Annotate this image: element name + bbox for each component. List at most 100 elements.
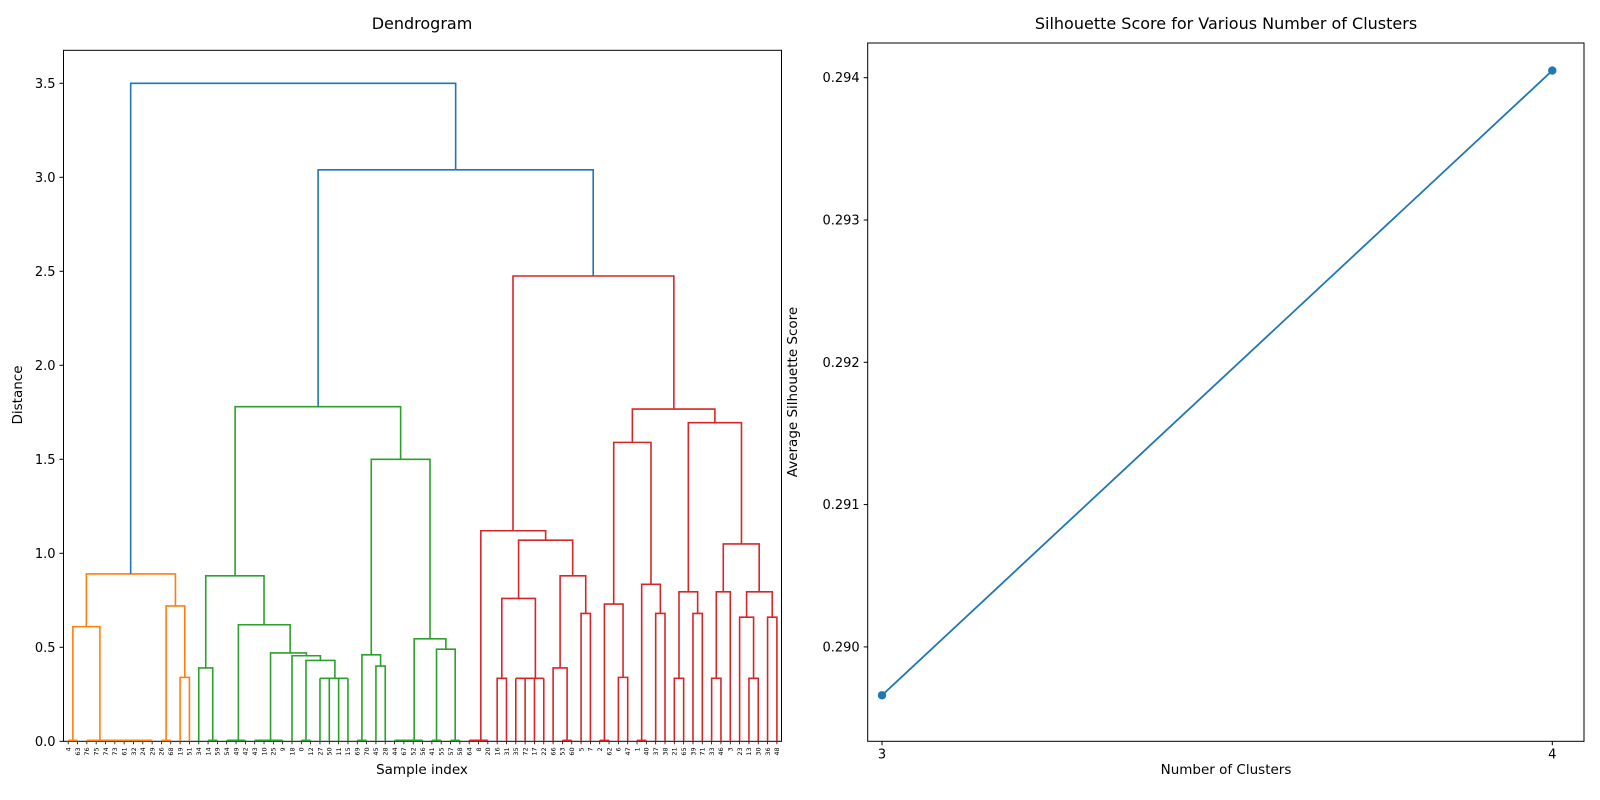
dendrogram-link (234, 405, 402, 576)
leaf-label: 53 (559, 747, 567, 755)
dendrogram-link (687, 421, 743, 592)
leaf-label: 39 (689, 747, 697, 755)
dendrogram-link (710, 677, 722, 742)
dendrogram-link (552, 667, 568, 742)
leaf-label: 50 (326, 747, 334, 755)
leaf-label: 0 (298, 747, 306, 751)
leaf-label: 75 (92, 747, 100, 755)
leaf-label: 30 (755, 747, 763, 755)
leaf-label: 6 (615, 747, 623, 751)
y-tick-label: 1.0 (35, 547, 56, 562)
leaf-label: 41 (428, 747, 436, 755)
y-tick-label: 2.0 (35, 359, 56, 374)
dendrogram-link (413, 638, 447, 741)
dendrogram-link (269, 652, 308, 741)
leaf-label: 54 (223, 747, 231, 755)
leaf-label: 55 (438, 747, 446, 755)
dendrogram-link (496, 677, 508, 742)
leaf-label: 37 (652, 747, 660, 755)
leaf-label: 23 (736, 747, 744, 755)
dendrogram-link (678, 591, 699, 679)
leaf-label: 70 (363, 747, 371, 755)
dendrogram-link (129, 82, 457, 574)
leaf-label: 61 (120, 747, 128, 755)
dendrogram-xlabel: Sample index (376, 762, 468, 778)
leaf-label: 44 (391, 747, 399, 755)
leaf-label: 14 (204, 747, 212, 755)
leaf-label: 45 (372, 747, 380, 755)
y-tick-label: 0.293 (822, 214, 859, 229)
leaf-label: 19 (176, 747, 184, 755)
dendrogram-link (673, 677, 685, 742)
leaf-label: 56 (419, 747, 427, 755)
x-tick-label: 4 (1548, 747, 1556, 762)
dendrogram-link (745, 591, 774, 618)
dendrogram-link (640, 583, 662, 741)
leaf-label: 5 (577, 747, 585, 751)
dendrogram-link (766, 616, 778, 742)
dendrogram-link (165, 605, 186, 741)
leaf-label: 68 (167, 747, 175, 755)
y-tick-label: 2.5 (35, 265, 56, 280)
leaf-label: 18 (288, 747, 296, 755)
dendrogram-link (204, 575, 265, 668)
dendrogram-link (692, 612, 704, 742)
dendrogram-link (501, 597, 537, 679)
leaf-label: 49 (232, 747, 240, 755)
dendrogram-link (291, 654, 322, 742)
leaf-label: 3 (727, 747, 735, 751)
leaf-label: 40 (643, 747, 651, 755)
y-tick-label: 0.292 (822, 356, 859, 371)
leaf-label: 17 (531, 747, 539, 755)
dendrogram-link (631, 408, 716, 443)
dendrogram-link (361, 654, 382, 741)
y-tick-label: 3.5 (35, 77, 56, 92)
leaf-label: 9 (279, 747, 287, 751)
leaf-label: 63 (74, 747, 82, 755)
leaf-label: 43 (251, 747, 259, 755)
leaf-label: 36 (764, 747, 772, 755)
leaf-label: 59 (214, 747, 222, 755)
y-tick-label: 0.0 (35, 735, 56, 750)
silhouette-title: Silhouette Score for Various Number of C… (1034, 14, 1418, 33)
leaf-label: 10 (260, 747, 268, 755)
y-tick-label: 0.294 (822, 71, 859, 86)
dendrogram-link (317, 168, 594, 407)
leaf-label: 42 (242, 747, 250, 755)
leaf-label: 65 (680, 747, 688, 755)
leaf-label: 47 (624, 747, 632, 755)
x-tick-label: 3 (878, 747, 886, 762)
dendrogram-link (435, 648, 456, 741)
silhouette-axes-frame (867, 42, 1585, 742)
dendrogram-link (722, 543, 760, 592)
dendrogram-link (612, 441, 652, 605)
leaf-label: 1 (633, 747, 641, 751)
leaf-label: 20 (484, 747, 492, 755)
dendrogram-link (715, 591, 732, 742)
leaf-label: 69 (354, 747, 362, 755)
leaf-label: 58 (456, 747, 464, 755)
leaf-label: 71 (699, 747, 707, 755)
leaf-label: 66 (549, 747, 557, 755)
leaf-label: 31 (503, 747, 511, 755)
leaf-label: 27 (316, 747, 324, 755)
dendrogram-link (517, 539, 574, 599)
leaf-label: 38 (661, 747, 669, 755)
leaf-label: 11 (335, 747, 343, 755)
leaf-label: 8 (475, 747, 483, 751)
leaf-label: 51 (186, 747, 194, 755)
leaf-label: 22 (540, 747, 548, 755)
leaf-label: 60 (568, 747, 576, 755)
y-tick-label: 0.291 (822, 498, 859, 513)
leaf-label: 72 (521, 747, 529, 755)
leaf-label: 26 (158, 747, 166, 755)
dendrogram-link (305, 659, 336, 741)
y-tick-label: 0.5 (35, 641, 56, 656)
dendrogram-link (617, 676, 629, 742)
leaf-label: 57 (447, 747, 455, 755)
y-tick-label: 1.5 (35, 453, 56, 468)
leaf-label: 16 (493, 747, 501, 755)
dendrogram-link (237, 623, 291, 741)
dendrogram-link (512, 275, 675, 531)
